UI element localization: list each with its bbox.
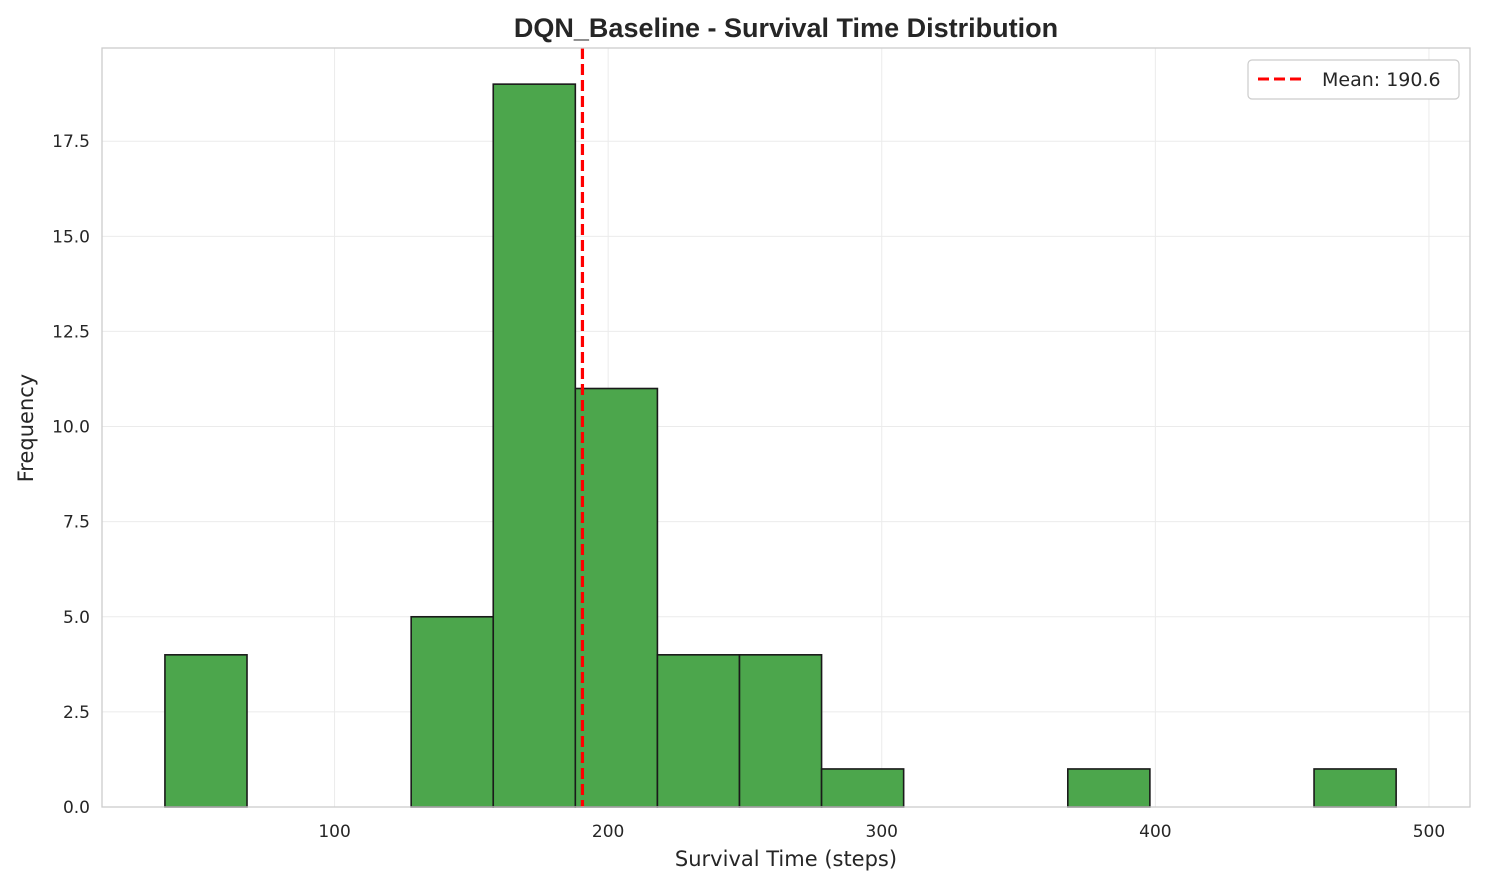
- histogram-bar: [1067, 768, 1151, 808]
- histogram-bar: [492, 83, 577, 808]
- y-tick-label: 17.5: [52, 132, 90, 152]
- y-tick-label: 10.0: [52, 418, 90, 438]
- x-tick-label: 100: [318, 822, 350, 842]
- x-tick-label: 500: [1413, 822, 1445, 842]
- legend-box: [1247, 59, 1460, 100]
- histogram-bar: [410, 615, 495, 808]
- axes: [101, 47, 1471, 808]
- tick-labels: 100 200 300 400 500 0.0 2.5 5.0 7.5 10.0 12.5 15.0 1…: [52, 132, 1445, 842]
- histogram-bar: [738, 654, 823, 808]
- histogram-bar: [574, 387, 659, 808]
- y-tick-label: 15.0: [52, 227, 90, 247]
- x-tick-label: 300: [866, 822, 898, 842]
- y-axis-label: Frequency: [14, 374, 38, 483]
- histogram-bar: [1313, 768, 1397, 808]
- histogram-bar: [820, 768, 905, 808]
- chart-title: DQN_Baseline - Survival Time Distributio…: [514, 13, 1058, 43]
- legend-mean-label: Mean: 190.6: [1322, 69, 1441, 91]
- y-tick-label: 5.0: [63, 608, 90, 628]
- x-tick-label: 400: [1139, 822, 1171, 842]
- x-axis-label: Survival Time (steps): [675, 847, 897, 871]
- x-tick-label: 200: [592, 822, 624, 842]
- histogram-bar: [164, 654, 248, 808]
- axes-frame: [101, 47, 1471, 808]
- histogram-bar: [656, 654, 741, 808]
- legend: Mean: 190.6: [1247, 59, 1460, 100]
- y-tick-label: 0.0: [63, 798, 90, 818]
- y-tick-label: 12.5: [52, 322, 90, 342]
- y-tick-label: 7.5: [63, 513, 90, 533]
- histogram-bars: [164, 83, 1397, 808]
- y-tick-label: 2.5: [63, 703, 90, 723]
